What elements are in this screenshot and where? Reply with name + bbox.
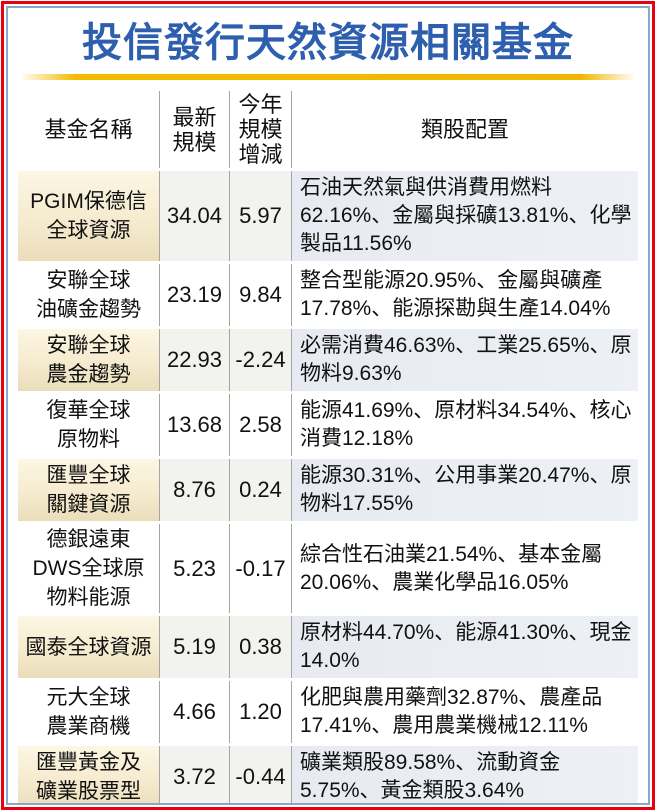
fund-name-cell: 安聯全球 油礦金趨勢: [18, 264, 160, 326]
allocation-cell: 石油天然氣與供消費用燃料62.16%、金屬與採礦13.81%、化學製品11.56…: [292, 171, 638, 261]
column-header-1: 最新 規模: [160, 91, 230, 168]
table-row: PGIM保德信 全球資源 34.04 5.97 石油天然氣與供消費用燃料62.1…: [18, 171, 638, 261]
ytd-change-cell: 9.84: [230, 264, 292, 326]
table-row: 德銀遠東 DWS全球原 物料能源 5.23 -0.17 綜合性石油業21.54%…: [18, 524, 638, 613]
allocation-cell: 必需消費46.63%、工業25.65%、原物料9.63%: [292, 329, 638, 391]
fund-name-cell: PGIM保德信 全球資源: [18, 171, 160, 261]
fund-name-cell: 安聯全球 農金趨勢: [18, 329, 160, 391]
table-row: 元大全球 農業商機 4.66 1.20 化肥與農用藥劑32.87%、農產品17.…: [18, 681, 638, 743]
latest-size-cell: 34.04: [160, 171, 230, 261]
ytd-change-cell: -0.17: [230, 524, 292, 613]
ytd-change-cell: 0.38: [230, 616, 292, 678]
allocation-cell: 礦業類股89.58%、流動資金5.75%、黃金類股3.64%: [292, 746, 638, 803]
column-header-2: 今年 規模 增減: [230, 91, 292, 168]
fund-name-cell: 匯豐全球 關鍵資源: [18, 459, 160, 521]
fund-table: 基金名稱 最新 規模 今年 規模 增減 類股配置 PGIM保德信 全球資源 34.04…: [18, 88, 638, 803]
latest-size-cell: 5.23: [160, 524, 230, 613]
allocation-cell: 原材料44.70%、能源41.30%、現金14.0%: [292, 616, 638, 678]
column-header-0: 基金名稱: [18, 91, 160, 168]
allocation-cell: 能源41.69%、原材料34.54%、核心消費12.18%: [300, 399, 632, 450]
fund-table-body: PGIM保德信 全球資源 34.04 5.97 石油天然氣與供消費用燃料62.1…: [18, 171, 638, 803]
allocation-cell: 化肥與農用藥劑32.87%、農產品17.41%、農用農業機械12.11%: [300, 686, 603, 737]
table-row: 安聯全球 農金趨勢 22.93 -2.24 必需消費46.63%、工業25.65…: [18, 329, 638, 391]
fund-name-cell: 復華全球 原物料: [18, 394, 160, 456]
page-title: 投信發行天然資源相關基金: [82, 21, 574, 65]
title-underline-rule: [20, 74, 636, 80]
fund-name-cell: 德銀遠東 DWS全球原 物料能源: [18, 524, 160, 613]
table-header-row: 基金名稱 最新 規模 今年 規模 增減 類股配置: [18, 91, 638, 168]
allocation-cell: 綜合性石油業21.54%、基本金屬20.06%、農業化學品16.05%: [300, 542, 603, 594]
allocation-cell: 整合型能源20.95%、金屬與礦產17.78%、能源探勘與生產14.04%: [300, 269, 611, 320]
fund-name-cell: 國泰全球資源: [18, 616, 160, 678]
ytd-change-cell: -0.44: [230, 746, 292, 803]
table-row: 復華全球 原物料 13.68 2.58 能源41.69%、原材料34.54%、核…: [18, 394, 638, 456]
column-header-3: 類股配置: [420, 117, 509, 142]
latest-size-cell: 3.72: [160, 746, 230, 803]
ytd-change-cell: 1.20: [230, 681, 292, 743]
ytd-change-cell: -2.24: [230, 329, 292, 391]
table-row: 安聯全球 油礦金趨勢 23.19 9.84 整合型能源20.95%、金屬與礦產1…: [18, 264, 638, 326]
latest-size-cell: 22.93: [160, 329, 230, 391]
latest-size-cell: 23.19: [160, 264, 230, 326]
allocation-cell: 能源30.31%、公用事業20.47%、原物料17.55%: [292, 459, 638, 521]
latest-size-cell: 5.19: [160, 616, 230, 678]
table-row: 匯豐黃金及 礦業股票型 3.72 -0.44 礦業類股89.58%、流動資金5.…: [18, 746, 638, 803]
fund-name-cell: 匯豐黃金及 礦業股票型: [18, 746, 160, 803]
ytd-change-cell: 0.24: [230, 459, 292, 521]
table-row: 國泰全球資源 5.19 0.38 原材料44.70%、能源41.30%、現金14…: [18, 616, 638, 678]
table-row: 匯豐全球 關鍵資源 8.76 0.24 能源30.31%、公用事業20.47%、…: [18, 459, 638, 521]
ytd-change-cell: 5.97: [230, 171, 292, 261]
ytd-change-cell: 2.58: [230, 394, 292, 456]
latest-size-cell: 4.66: [160, 681, 230, 743]
latest-size-cell: 8.76: [160, 459, 230, 521]
latest-size-cell: 13.68: [160, 394, 230, 456]
content-frame: 投信發行天然資源相關基金 基金名稱 最新 規模 今年 規模 增減 類股配置 PGIM保…: [6, 6, 650, 805]
fund-name-cell: 元大全球 農業商機: [18, 681, 160, 743]
